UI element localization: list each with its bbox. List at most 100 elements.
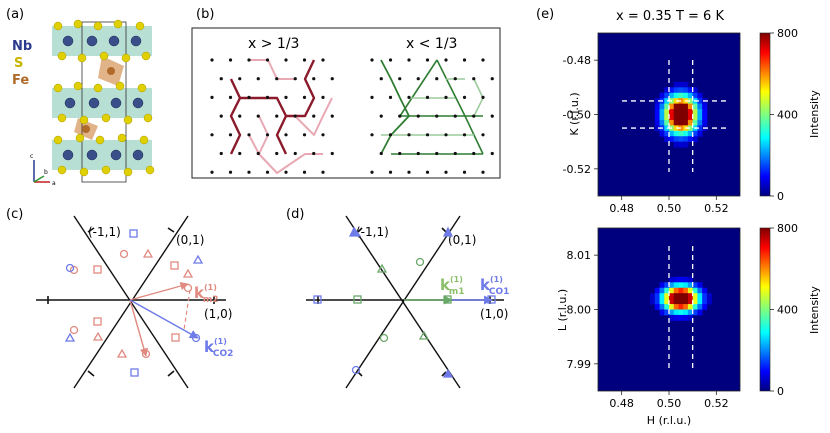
lattice-site <box>210 95 214 99</box>
heatmap-cell <box>664 125 670 132</box>
heatmap-cell <box>664 304 670 310</box>
lattice-site <box>435 77 439 81</box>
heatmap-cell <box>678 87 684 94</box>
lattice-site <box>228 58 233 62</box>
lattice-site <box>210 58 214 62</box>
heatmap-cell <box>683 114 689 121</box>
heatmap-cell <box>673 293 679 300</box>
heatmap-cell <box>664 293 670 300</box>
heatmap-cell <box>687 309 694 316</box>
s-atoms <box>53 19 155 177</box>
heatmap-cell <box>673 87 679 94</box>
heatmap-cell <box>669 314 675 321</box>
lattice-site <box>302 58 307 62</box>
chain-segment <box>249 59 295 80</box>
heatmap-cell <box>669 87 675 94</box>
heatmap-cell <box>692 92 698 99</box>
heatmap-cell <box>692 304 698 310</box>
lattice-sites <box>210 58 494 174</box>
heatmap-cell <box>669 130 675 137</box>
heatmap-cell <box>659 114 665 121</box>
heatmap-cell <box>659 309 665 316</box>
heatmap-top: 0.48 0.50 0.52 -0.48 -0.50 -0.52 K (r.l.u.) <box>563 32 741 215</box>
x-tick-label: 0.50 <box>657 202 682 215</box>
heatmap-cell <box>654 109 660 115</box>
lattice-site <box>302 170 307 174</box>
lattice-site <box>407 133 411 137</box>
lattice-site <box>330 114 334 118</box>
label-k-m2: k(1) m2 <box>194 283 219 305</box>
heatmap-cell <box>678 114 684 121</box>
heatmap-cell <box>678 293 684 300</box>
chain-segment <box>380 59 410 155</box>
lattice-site <box>453 77 457 81</box>
lattice-site <box>312 151 316 156</box>
heatmap-cell <box>702 103 708 110</box>
heatmap-cell <box>664 309 670 316</box>
colorbar-tick-label: 0 <box>777 190 784 203</box>
heatmap-cell <box>697 304 703 310</box>
heatmap-cell <box>687 276 694 283</box>
heatmap-cell <box>654 298 660 305</box>
lattice-site <box>425 95 430 99</box>
heatmap-cell <box>669 92 675 99</box>
heatmap-cell <box>692 282 698 289</box>
lattice-site <box>210 133 214 137</box>
vec-m2-b <box>129 299 148 357</box>
heatmap-cell <box>683 130 689 137</box>
heatmap-cell <box>673 103 679 110</box>
lattice-site <box>275 114 279 118</box>
heatmap-cell <box>669 103 675 110</box>
lattice-site <box>435 114 439 118</box>
heatmap-cell <box>673 276 679 283</box>
axis-triad: c b a <box>30 153 56 187</box>
heatmap-cell <box>678 92 684 99</box>
dir-label-10: (1,0) <box>480 307 508 321</box>
lattice-site <box>219 114 223 118</box>
chain-segment <box>399 59 438 117</box>
heatmap-top-ticks: 0.48 0.50 0.52 -0.48 -0.50 -0.52 <box>563 54 729 215</box>
heatmap-cell <box>692 298 698 305</box>
heatmap-cell <box>678 298 684 305</box>
lattice-site <box>388 95 393 99</box>
axis-ticks <box>47 227 215 377</box>
heatmap-cell <box>678 136 684 143</box>
lattice-site <box>388 58 393 62</box>
heatmap-cell <box>664 103 670 110</box>
heatmap-cell <box>664 130 670 137</box>
heatmap-cell <box>687 314 694 321</box>
heatmap-cell <box>678 141 684 148</box>
lattice-site <box>462 170 467 174</box>
heatmap-cell <box>697 103 703 110</box>
heatmap-cell <box>687 103 694 110</box>
lattice-site <box>293 77 297 81</box>
panel-c-label: (c) <box>6 207 23 222</box>
axis-b-label: b <box>44 169 48 176</box>
right-pattern-title: x < 1/3 <box>406 36 457 52</box>
lattice-site <box>256 114 260 118</box>
x-tick-label: 0.48 <box>609 202 634 215</box>
heatmap-cell <box>669 282 675 289</box>
heatmap-cell <box>654 98 660 105</box>
heatmap-cell <box>687 287 694 294</box>
lattice-site <box>379 77 383 81</box>
heatmap-cell <box>683 136 689 143</box>
heatmap-cell <box>654 293 660 300</box>
fe-atoms <box>82 67 115 133</box>
label-k-co1: k(1) CO1 <box>480 275 509 297</box>
heatmap-cell <box>697 92 703 99</box>
lattice-site <box>210 170 214 174</box>
heatmap-cell <box>678 98 684 105</box>
heatmap-cell <box>669 136 675 143</box>
axis-a-label: a <box>52 180 56 187</box>
lattice-site <box>293 151 297 156</box>
lattice-site <box>275 77 279 81</box>
heatmap-bottom: 0.48 0.50 0.52 8.01 8.00 7.99 L (r.l.u.) H (r… <box>556 227 741 427</box>
heatmap-cell <box>683 109 689 115</box>
lattice-site <box>238 77 242 81</box>
dir-label-m11: (-1,1) <box>356 225 389 239</box>
heatmap-cell <box>692 287 698 294</box>
heatmap-cell <box>659 103 665 110</box>
y-axis-label-L: L (r.l.u.) <box>556 289 569 331</box>
y-tick-label: -0.50 <box>563 109 591 122</box>
